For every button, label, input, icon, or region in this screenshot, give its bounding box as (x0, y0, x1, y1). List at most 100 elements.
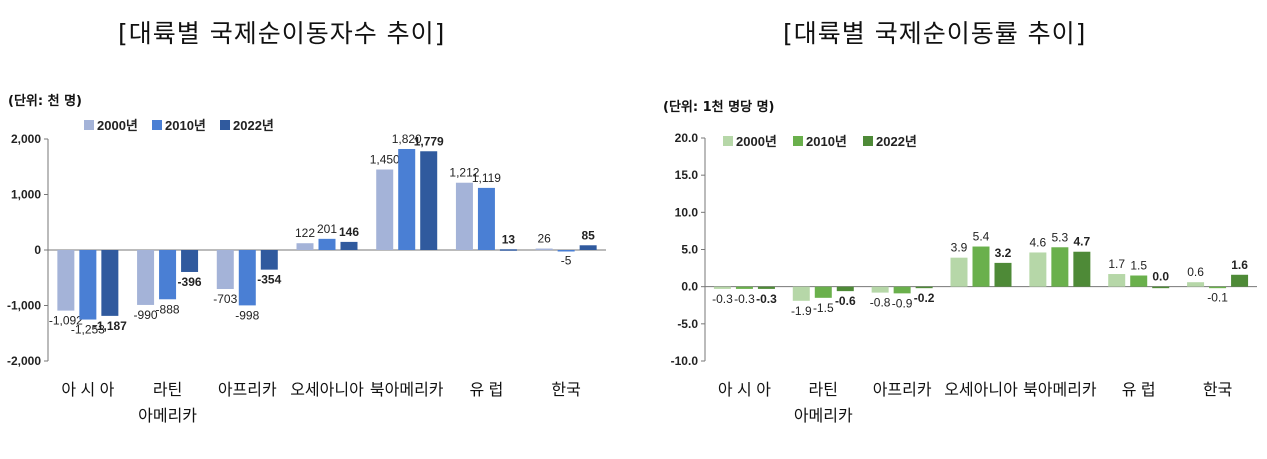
bar (893, 286, 911, 294)
y-tick-label: -5.0 (677, 317, 698, 331)
category-label: 아 시 아 (61, 381, 114, 399)
data-label: 201 (317, 222, 337, 236)
legend-swatch (863, 136, 873, 146)
bar (159, 250, 177, 300)
unit-label: (단위: 천 명) (8, 94, 82, 109)
data-label: -0.3 (712, 292, 733, 306)
legend-label: 2010년 (165, 118, 206, 133)
bar (398, 148, 416, 250)
data-label: 1.5 (1130, 259, 1147, 273)
data-label: 1,212 (449, 166, 479, 180)
data-label: 3.2 (995, 246, 1012, 260)
bar (420, 151, 438, 250)
legend-label: 2000년 (97, 118, 138, 133)
data-label: -0.3 (734, 292, 755, 306)
data-label: 4.7 (1074, 235, 1091, 249)
bar (950, 257, 968, 287)
bar (101, 250, 119, 316)
bar-chart-rate: 20.0 15.0 10.0 5.0 0.0 -5.0 -10.0 2000년 2010년 202… (671, 131, 1257, 425)
category-label: 아메리카 (138, 407, 197, 425)
legend-swatch (220, 120, 230, 130)
unit-label: (단위: 1천 명당 명) (663, 100, 775, 115)
category-label: 북아메리카 (370, 381, 444, 399)
data-label: -1,187 (93, 319, 127, 333)
bar (535, 248, 553, 251)
bar (1152, 286, 1170, 289)
category-label: 한국 (551, 381, 580, 399)
category-label: 한국 (1203, 381, 1232, 399)
bar (455, 182, 473, 250)
bar (1073, 251, 1091, 287)
bar (216, 250, 234, 290)
bar (477, 187, 495, 250)
bar (499, 249, 517, 251)
bar (1108, 274, 1126, 287)
category-label: 아프리카 (218, 381, 277, 399)
bar (79, 250, 97, 320)
bar (1187, 282, 1205, 287)
legend-label: 2000년 (736, 134, 777, 149)
bar (713, 286, 731, 289)
bar (1051, 247, 1069, 287)
category-label: 라틴 (153, 381, 182, 399)
category-label: 북아메리카 (1023, 381, 1097, 399)
bar (340, 241, 358, 250)
category-label: 아메리카 (794, 407, 853, 425)
data-label: 85 (581, 228, 595, 242)
y-tick-label: 5.0 (681, 243, 698, 257)
data-label: 1,779 (414, 134, 444, 148)
data-label: -998 (235, 308, 259, 322)
legend-label: 2010년 (806, 134, 847, 149)
data-label: 0.6 (1187, 265, 1204, 279)
y-tick-label: 0 (34, 243, 41, 257)
data-label: 13 (502, 232, 516, 246)
data-label: 146 (339, 225, 359, 239)
data-label: -396 (178, 275, 202, 289)
bar (871, 286, 889, 293)
legend-swatch (723, 136, 733, 146)
y-tick-label: 20.0 (675, 131, 699, 145)
category-label: 유 럽 (1122, 381, 1156, 399)
chart-title: [대륙별 국제순이동률 추이] (783, 19, 1087, 48)
bar (557, 250, 575, 252)
data-label: 1.6 (1231, 258, 1248, 272)
bar (579, 245, 597, 250)
y-tick-label: -10.0 (671, 354, 699, 368)
bar (915, 286, 933, 289)
data-label: -0.3 (756, 292, 777, 306)
legend-label: 2022년 (233, 118, 274, 133)
bar (137, 250, 155, 305)
bar (260, 250, 278, 270)
bar (994, 262, 1012, 287)
data-label: -1,092 (49, 314, 83, 328)
data-label: -0.8 (870, 296, 891, 310)
bar (318, 238, 336, 250)
chart-panel-migrants: [대륙별 국제순이동자수 추이] (단위: 천 명) 2,000 1,000 0 -1… (0, 0, 630, 459)
data-label: -0.6 (835, 294, 856, 308)
legend-swatch (84, 120, 94, 130)
y-tick-label: -2,000 (7, 354, 41, 368)
legend-swatch (152, 120, 162, 130)
bar (238, 250, 256, 306)
bar (1209, 286, 1227, 289)
data-label: 0.0 (1152, 270, 1169, 284)
bar (1231, 274, 1249, 287)
chart-panel-rate: [대륙별 국제순이동률 추이] (단위: 1천 명당 명) 20.0 15.0 10… (635, 0, 1267, 459)
data-label: 1,820 (392, 132, 422, 146)
data-label: 1.7 (1108, 257, 1125, 271)
category-label: 오세아니아 (944, 381, 1018, 399)
data-label: 5.4 (973, 230, 990, 244)
data-label: 122 (295, 226, 315, 240)
y-tick-label: 0.0 (681, 280, 698, 294)
y-tick-label: -1,000 (7, 299, 41, 313)
data-label: 1,119 (472, 171, 501, 185)
data-label: -5 (561, 253, 572, 267)
data-label: 3.9 (951, 241, 968, 255)
y-tick-label: 1,000 (11, 188, 41, 202)
bar (792, 286, 810, 301)
category-label: 오세아니아 (290, 381, 364, 399)
data-label: -1.9 (791, 304, 812, 318)
data-label: -0.9 (892, 296, 913, 310)
category-label: 아프리카 (873, 381, 932, 399)
legend-label: 2022년 (876, 134, 917, 149)
